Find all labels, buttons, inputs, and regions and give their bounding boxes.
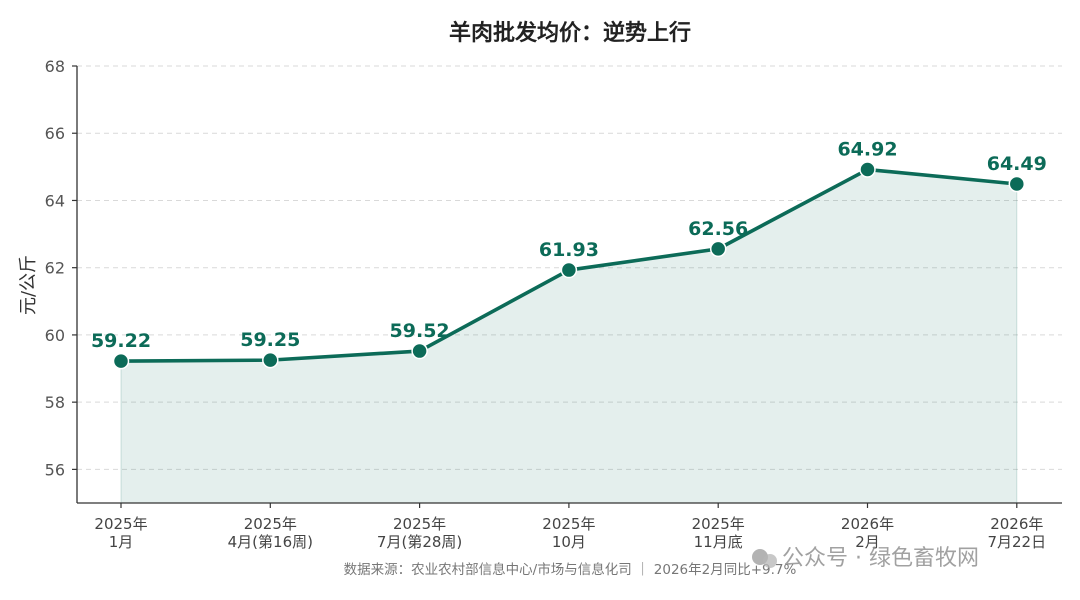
watermark: 公众号 · 绿色畜牧网 bbox=[752, 546, 979, 571]
data-label: 59.25 bbox=[240, 329, 300, 351]
y-tick-labels: 56 58 60 62 64 66 68 bbox=[45, 57, 65, 479]
data-label: 62.56 bbox=[688, 218, 748, 240]
axes bbox=[72, 65, 1062, 508]
data-point bbox=[560, 261, 578, 279]
data-point bbox=[112, 352, 130, 370]
x-tick-label: 10月 bbox=[552, 533, 586, 551]
y-tick-label: 60 bbox=[45, 326, 65, 345]
x-tick-label: 11月底 bbox=[694, 533, 743, 551]
data-label: 64.92 bbox=[837, 139, 897, 161]
x-tick-label: 2025年 bbox=[542, 515, 595, 533]
data-point bbox=[411, 342, 428, 360]
data-labels: 59.22 59.25 59.52 61.93 62.56 64.92 64.49 bbox=[91, 139, 1047, 353]
data-label: 64.49 bbox=[987, 153, 1047, 175]
x-tick-label: 2025年 bbox=[244, 515, 297, 533]
area-shape bbox=[121, 169, 1017, 503]
data-point bbox=[262, 351, 279, 369]
y-axis-label: 元/公斤 bbox=[18, 255, 39, 315]
x-tick-label: 2026年 bbox=[990, 515, 1043, 533]
x-tick-label: 2025年 bbox=[692, 515, 745, 533]
y-tick-label: 56 bbox=[45, 460, 65, 479]
x-tick-label: 2025年 bbox=[393, 515, 446, 533]
x-tick-label: 1月 bbox=[109, 533, 134, 551]
data-label: 59.22 bbox=[91, 330, 151, 352]
y-tick-label: 58 bbox=[45, 393, 65, 412]
x-tick-label: 2月 bbox=[855, 533, 880, 551]
x-tick-label: 2026年 bbox=[841, 515, 894, 533]
data-label: 61.93 bbox=[539, 239, 599, 261]
x-tick-label: 7月(第28周) bbox=[377, 533, 462, 551]
x-tick-label: 7月22日 bbox=[987, 533, 1046, 551]
area-fill bbox=[120, 169, 1018, 503]
y-tick-label: 66 bbox=[45, 124, 65, 143]
data-point bbox=[1008, 175, 1026, 193]
y-tick-label: 62 bbox=[45, 259, 65, 278]
data-point bbox=[859, 161, 876, 178]
data-label: 59.52 bbox=[390, 320, 450, 342]
watermark-text: 公众号 · 绿色畜牧网 bbox=[782, 546, 979, 571]
x-tick-labels: 2025年1月2025年4月(第16周)2025年7月(第28周)2025年10… bbox=[94, 515, 1046, 551]
y-tick-label: 64 bbox=[45, 191, 65, 210]
data-points bbox=[112, 161, 1026, 370]
x-tick-label: 2025年 bbox=[94, 515, 147, 533]
grid-lines bbox=[77, 65, 1062, 470]
source-note: 数据来源：农业农村部信息中心/市场与信息化司 ｜ 2026年2月同比+9.7% bbox=[344, 561, 797, 578]
chart-title: 羊肉批发均价：逆势上行 bbox=[449, 20, 691, 46]
wechat-icon bbox=[752, 549, 777, 568]
data-point bbox=[709, 240, 727, 258]
x-tick-label: 4月(第16周) bbox=[228, 533, 313, 551]
y-tick-label: 68 bbox=[45, 57, 65, 76]
